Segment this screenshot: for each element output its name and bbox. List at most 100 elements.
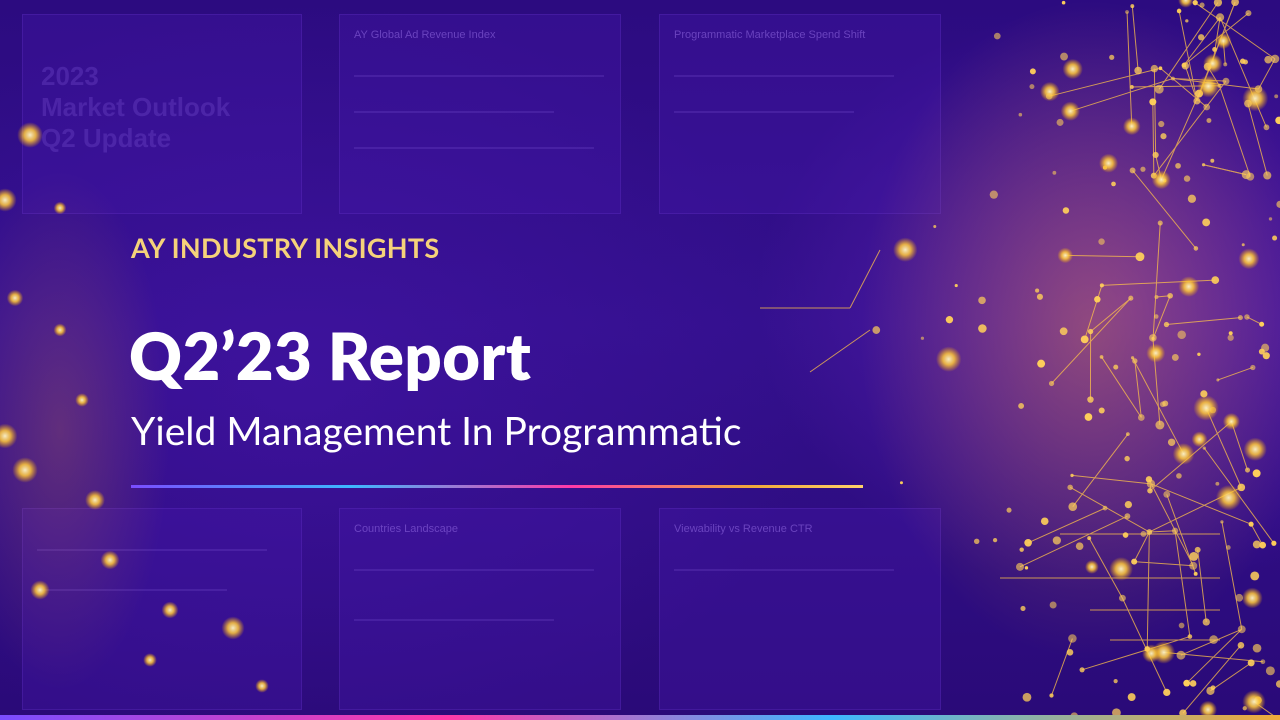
network-node xyxy=(1203,103,1211,111)
network-link xyxy=(1132,170,1197,249)
network-node xyxy=(1176,473,1182,479)
network-node xyxy=(1029,84,1035,90)
network-node xyxy=(1159,401,1166,408)
network-node xyxy=(1157,220,1163,226)
network-node xyxy=(1245,10,1252,17)
network-node xyxy=(1275,680,1280,688)
network-node xyxy=(1203,62,1212,71)
network-node xyxy=(1171,76,1175,81)
network-node xyxy=(6,289,24,307)
network-node xyxy=(1261,343,1270,352)
network-node xyxy=(1193,97,1201,105)
network-node xyxy=(1037,359,1046,368)
network-node xyxy=(30,580,50,600)
network-node xyxy=(75,393,89,407)
network-node xyxy=(1167,438,1176,446)
network-node xyxy=(973,538,980,545)
network-node xyxy=(1079,667,1085,673)
network-node xyxy=(1216,378,1220,382)
network-node xyxy=(978,296,986,305)
network-node xyxy=(1270,54,1280,64)
network-node xyxy=(53,201,67,215)
background-panel-revenue-index: AY Global Ad Revenue Index xyxy=(339,14,621,214)
network-node xyxy=(1238,248,1260,270)
network-node xyxy=(1176,8,1182,14)
network-link xyxy=(1206,409,1242,488)
network-node xyxy=(1264,55,1273,64)
network-node xyxy=(1244,99,1252,108)
network-link xyxy=(1153,80,1227,176)
network-link xyxy=(1182,644,1242,714)
network-node xyxy=(1137,414,1145,421)
network-node xyxy=(1202,446,1206,450)
network-node xyxy=(1018,402,1025,409)
network-node xyxy=(1215,13,1225,22)
panel-title: Programmatic Marketplace Spend Shift xyxy=(674,29,866,41)
network-node xyxy=(12,457,38,483)
network-node xyxy=(1191,431,1208,448)
network-node xyxy=(1171,527,1179,534)
network-link xyxy=(1258,58,1276,90)
network-node xyxy=(1237,483,1246,492)
network-node xyxy=(143,653,157,667)
network-node xyxy=(1199,2,1205,8)
network-node xyxy=(1215,32,1232,50)
network-node xyxy=(1118,594,1126,602)
network-node xyxy=(1124,513,1131,520)
network-link xyxy=(1210,662,1252,692)
network-node xyxy=(1231,0,1239,6)
network-node xyxy=(954,283,958,288)
network-node xyxy=(1160,133,1167,140)
network-node xyxy=(100,550,120,570)
network-node xyxy=(1181,62,1187,68)
network-link xyxy=(1051,297,1132,384)
network-link xyxy=(1101,356,1142,418)
network-node xyxy=(1057,247,1074,264)
network-node xyxy=(1045,92,1053,100)
network-node xyxy=(53,323,67,337)
network-node xyxy=(1066,648,1074,656)
network-link xyxy=(1150,483,1252,525)
network-node xyxy=(1151,170,1171,190)
network-node xyxy=(1111,181,1116,187)
network-node xyxy=(1098,238,1105,245)
network-node xyxy=(1199,700,1217,719)
network-node xyxy=(85,490,105,510)
network-node xyxy=(1167,292,1173,299)
network-node xyxy=(1113,679,1118,684)
network-node xyxy=(872,326,881,334)
network-link xyxy=(1148,479,1194,567)
network-node xyxy=(1147,488,1153,494)
network-node xyxy=(1250,364,1256,371)
network-node xyxy=(1241,587,1263,609)
network-node xyxy=(1201,163,1206,167)
network-node xyxy=(1271,540,1277,546)
network-node xyxy=(1062,58,1083,80)
network-node xyxy=(1052,536,1061,545)
network-node xyxy=(1144,646,1150,652)
network-link xyxy=(1019,515,1128,568)
network-link xyxy=(1090,297,1132,332)
background-panel-countries: Countries Landscape xyxy=(339,508,621,710)
network-node xyxy=(989,190,998,199)
network-node xyxy=(1259,321,1265,327)
network-node xyxy=(1189,680,1197,687)
network-node xyxy=(1084,560,1099,574)
network-node xyxy=(1084,413,1093,421)
network-node xyxy=(1209,635,1218,644)
network-link xyxy=(1160,93,1200,180)
network-node xyxy=(255,679,269,693)
network-node xyxy=(1151,336,1155,341)
network-node xyxy=(920,336,925,340)
network-node xyxy=(17,122,43,148)
ghost-heading: 2023 Market Outlook Q2 Update xyxy=(41,61,231,153)
network-node xyxy=(1154,84,1164,94)
network-node xyxy=(1252,469,1261,478)
network-node xyxy=(1099,153,1119,173)
network-node xyxy=(1142,644,1161,663)
network-node xyxy=(1068,502,1078,512)
network-node xyxy=(1018,112,1023,117)
network-node xyxy=(1213,0,1223,7)
network-node xyxy=(161,601,179,619)
network-link xyxy=(1070,78,1174,112)
